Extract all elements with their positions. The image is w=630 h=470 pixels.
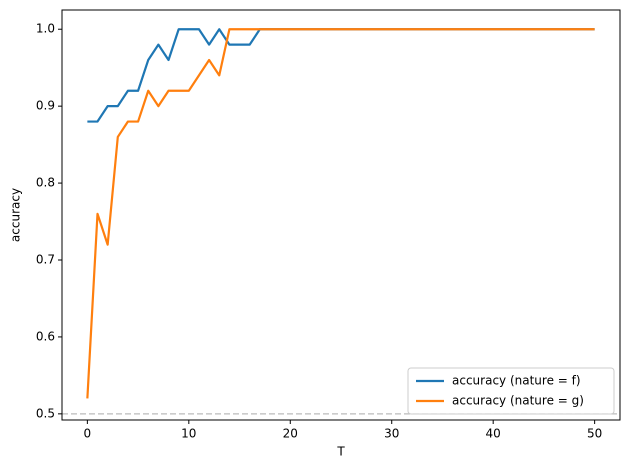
legend-label: accuracy (nature = f): [452, 374, 581, 388]
x-tick-label: 0: [84, 427, 92, 441]
y-tick-label: 0.9: [36, 99, 55, 113]
data-line: [87, 28, 595, 123]
x-tick-label: 30: [384, 427, 399, 441]
plot-frame: [61, 9, 621, 421]
legend-box: [407, 367, 615, 415]
legend-label: accuracy (nature = g): [452, 394, 584, 408]
y-tick-label: 0.5: [36, 406, 55, 420]
y-axis-label: accuracy: [9, 188, 23, 242]
x-tick-label: 50: [587, 427, 602, 441]
y-tick-label: 0.6: [36, 329, 55, 343]
x-axis-label: T: [336, 445, 345, 459]
x-tick-label: 40: [486, 427, 501, 441]
x-tick-label: 20: [283, 427, 298, 441]
data-line: [86, 28, 595, 399]
x-tick-label: 10: [181, 427, 196, 441]
y-tick-label: 0.7: [36, 253, 55, 267]
y-tick-label: 0.8: [36, 176, 55, 190]
y-tick-label: 1.0: [36, 22, 55, 36]
